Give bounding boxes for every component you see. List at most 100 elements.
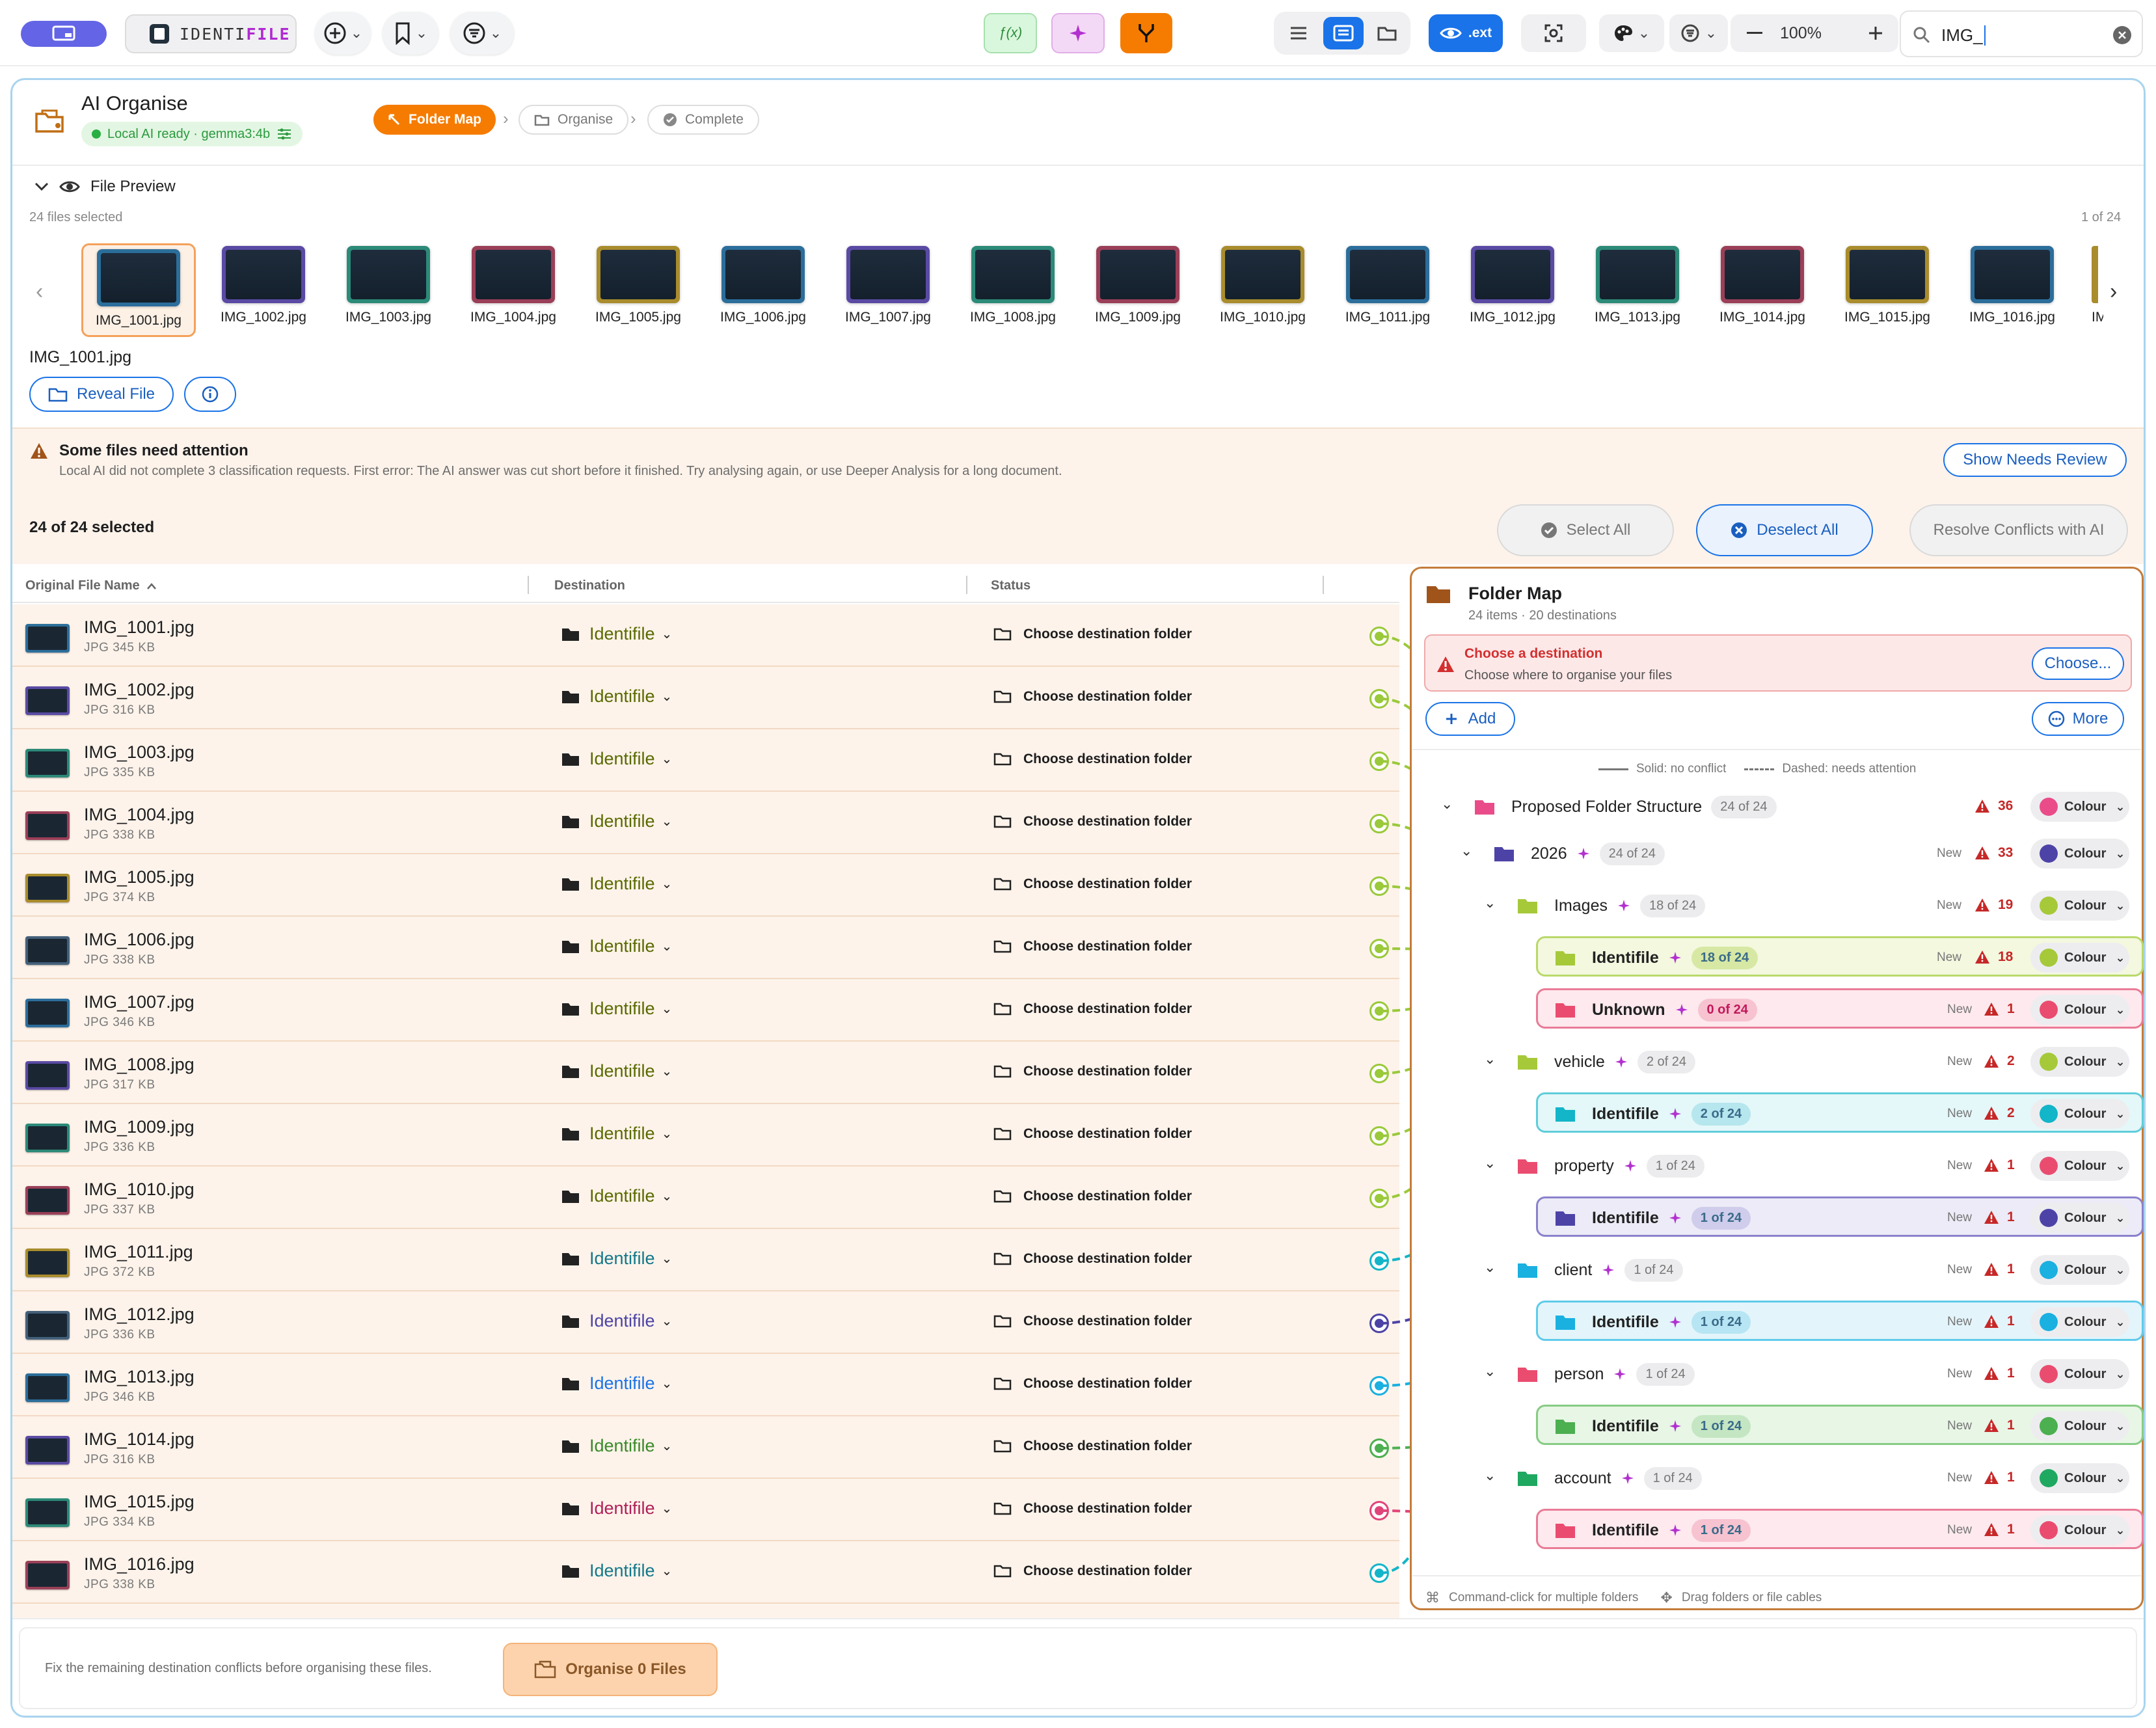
- destination-dropdown[interactable]: Identifile ⌄: [561, 936, 672, 956]
- step-folder-map[interactable]: Folder Map: [373, 105, 496, 135]
- merge-button[interactable]: [1120, 13, 1172, 53]
- destination-dropdown[interactable]: Identifile ⌄: [561, 686, 672, 707]
- conflict-count[interactable]: 2: [1984, 1105, 2015, 1121]
- colour-dropdown[interactable]: Colour ⌄: [2030, 1359, 2129, 1389]
- folder-tree-item[interactable]: property 1 of 24: [1516, 1146, 1705, 1186]
- chevron-down-icon[interactable]: ⌄: [1461, 843, 1473, 859]
- colour-dropdown[interactable]: Colour ⌄: [2030, 995, 2129, 1025]
- status-cell[interactable]: Choose destination folder: [993, 1064, 1192, 1079]
- thumbnail[interactable]: IMG_1015.jpg: [1830, 246, 1945, 325]
- chevron-down-icon[interactable]: ⌄: [1484, 1467, 1496, 1483]
- table-row[interactable]: IMG_1003.jpg JPG 335 KB Identifile ⌄ Choose …: [12, 729, 1399, 792]
- table-row[interactable]: IMG_1012.jpg JPG 336 KB Identifile ⌄ Choose …: [12, 1291, 1399, 1354]
- zoom-out-button[interactable]: [1744, 23, 1766, 43]
- search-box[interactable]: IMG_: [1900, 10, 2143, 57]
- thumbnail[interactable]: IMG_1007.jpg: [831, 246, 945, 325]
- step-organise[interactable]: Organise: [519, 105, 629, 135]
- folder-tree-item[interactable]: person 1 of 24: [1516, 1354, 1695, 1394]
- destination-dropdown[interactable]: Identifile ⌄: [561, 1498, 672, 1519]
- thumbnail[interactable]: IMG_1006.jpg: [706, 246, 820, 325]
- organise-files-button[interactable]: Organise 0 Files: [503, 1643, 718, 1696]
- table-row[interactable]: IMG_1014.jpg JPG 316 KB Identifile ⌄ Choose …: [12, 1416, 1399, 1479]
- conflict-count[interactable]: 1: [1984, 1418, 2015, 1433]
- colour-dropdown[interactable]: Colour ⌄: [2030, 1463, 2129, 1493]
- zoom-in-button[interactable]: [1865, 23, 1887, 43]
- status-cell[interactable]: Choose destination folder: [993, 1376, 1192, 1392]
- thumbnail[interactable]: IMG_1008.jpg: [956, 246, 1070, 325]
- colour-dropdown[interactable]: Colour ⌄: [2030, 943, 2129, 973]
- destination-dropdown[interactable]: Identifile ⌄: [561, 1373, 672, 1394]
- thumbnail[interactable]: IMG_1012.jpg: [1455, 246, 1570, 325]
- thumbnail[interactable]: IMG_1014.jpg: [1705, 246, 1820, 325]
- status-cell[interactable]: Choose destination folder: [993, 1501, 1192, 1517]
- colour-dropdown[interactable]: Colour ⌄: [2030, 1047, 2129, 1077]
- bookmark-menu-button[interactable]: ⌄: [383, 12, 438, 55]
- status-cell[interactable]: Choose destination folder: [993, 627, 1192, 642]
- thumbnail[interactable]: IMG_1016.jpg: [1955, 246, 2069, 325]
- column-divider[interactable]: [1323, 576, 1324, 594]
- thumbnail[interactable]: IMG_1009.jpg: [1081, 246, 1195, 325]
- table-row[interactable]: IMG_1007.jpg JPG 346 KB Identifile ⌄ Choose …: [12, 979, 1399, 1042]
- column-divider[interactable]: [528, 576, 529, 594]
- chevron-down-icon[interactable]: ⌄: [1484, 1363, 1496, 1379]
- thumbnail[interactable]: IMG_1005.jpg: [581, 246, 695, 325]
- folder-tree-item[interactable]: Identifile 1 of 24: [1554, 1302, 1751, 1342]
- destination-dropdown[interactable]: Identifile ⌄: [561, 999, 672, 1019]
- folder-tree-item[interactable]: Proposed Folder Structure 24 of 24: [1474, 787, 1777, 827]
- conflict-count[interactable]: 2: [1984, 1053, 2015, 1069]
- colour-dropdown[interactable]: Colour ⌄: [2030, 1203, 2129, 1233]
- thumbnail[interactable]: IMG_1001.jpg: [81, 243, 196, 337]
- status-cell[interactable]: Choose destination folder: [993, 1314, 1192, 1329]
- sort-menu-button[interactable]: ⌄: [1669, 14, 1728, 52]
- table-row[interactable]: IMG_1015.jpg JPG 334 KB Identifile ⌄ Choose …: [12, 1479, 1399, 1541]
- thumbnail[interactable]: IMG_1004.jpg: [456, 246, 571, 325]
- folder-tree-item[interactable]: client 1 of 24: [1516, 1250, 1683, 1290]
- destination-dropdown[interactable]: Identifile ⌄: [561, 1561, 672, 1581]
- table-row[interactable]: IMG_1013.jpg JPG 346 KB Identifile ⌄ Choose …: [12, 1354, 1399, 1416]
- ai-sparkle-button[interactable]: [1051, 13, 1105, 53]
- destination-dropdown[interactable]: Identifile ⌄: [561, 1124, 672, 1144]
- destination-dropdown[interactable]: Identifile ⌄: [561, 1249, 672, 1269]
- scan-button[interactable]: [1521, 14, 1586, 52]
- list-view-button[interactable]: [1280, 18, 1317, 48]
- carousel-next-button[interactable]: ›: [2110, 279, 2118, 304]
- conflict-count[interactable]: 1: [1984, 1209, 2015, 1225]
- file-preview-toggle[interactable]: File Preview: [34, 178, 176, 196]
- table-row[interactable]: IMG_1001.jpg JPG 345 KB Identifile ⌄ Choose …: [12, 604, 1399, 667]
- app-brand[interactable]: IDENTIFILE: [125, 14, 297, 53]
- thumbnail[interactable]: IMG_1010.jpg: [1206, 246, 1320, 325]
- status-cell[interactable]: Choose destination folder: [993, 1189, 1192, 1204]
- thumbnail[interactable]: IMG_1002.jpg: [206, 246, 321, 325]
- destination-dropdown[interactable]: Identifile ⌄: [561, 1436, 672, 1456]
- file-info-button[interactable]: [184, 377, 236, 412]
- colour-dropdown[interactable]: Colour ⌄: [2030, 1151, 2129, 1181]
- colour-dropdown[interactable]: Colour ⌄: [2030, 891, 2129, 921]
- colour-dropdown[interactable]: Colour ⌄: [2030, 1099, 2129, 1129]
- table-row[interactable]: IMG_1005.jpg JPG 374 KB Identifile ⌄ Choose …: [12, 854, 1399, 917]
- choose-destination-button[interactable]: Choose...: [2032, 647, 2124, 680]
- status-cell[interactable]: Choose destination folder: [993, 939, 1192, 954]
- thumbnail[interactable]: IMG_1011.jpg: [1330, 246, 1445, 325]
- folder-tree-item[interactable]: Identifile 1 of 24: [1554, 1406, 1751, 1446]
- status-cell[interactable]: Choose destination folder: [993, 1126, 1192, 1142]
- destination-dropdown[interactable]: Identifile ⌄: [561, 1186, 672, 1206]
- destination-dropdown[interactable]: Identifile ⌄: [561, 749, 672, 769]
- thumbnail[interactable]: IMG_1013.jpg: [1580, 246, 1695, 325]
- column-header-name[interactable]: Original File Name: [25, 578, 157, 593]
- deselect-all-button[interactable]: Deselect All: [1696, 504, 1873, 556]
- folder-tree-item[interactable]: Images 18 of 24: [1516, 885, 1706, 926]
- conflict-count[interactable]: 1: [1984, 1366, 2015, 1381]
- table-row[interactable]: IMG_1009.jpg JPG 336 KB Identifile ⌄ Choose …: [12, 1104, 1399, 1167]
- conflict-count[interactable]: 18: [1974, 949, 2013, 965]
- extension-toggle[interactable]: .ext: [1429, 14, 1503, 52]
- colour-dropdown[interactable]: Colour ⌄: [2030, 792, 2129, 822]
- status-cell[interactable]: Choose destination folder: [993, 1001, 1192, 1017]
- more-options-button[interactable]: More: [2032, 702, 2124, 736]
- conflict-count[interactable]: 1: [1984, 1157, 2015, 1173]
- theme-menu-button[interactable]: ⌄: [1599, 14, 1664, 52]
- folder-tree-item[interactable]: Identifile 1 of 24: [1554, 1510, 1751, 1550]
- ai-status-badge[interactable]: Local AI ready · gemma3:4b: [81, 122, 303, 146]
- destination-dropdown[interactable]: Identifile ⌄: [561, 1311, 672, 1331]
- column-header-destination[interactable]: Destination: [554, 578, 625, 593]
- chevron-down-icon[interactable]: ⌄: [1484, 895, 1496, 911]
